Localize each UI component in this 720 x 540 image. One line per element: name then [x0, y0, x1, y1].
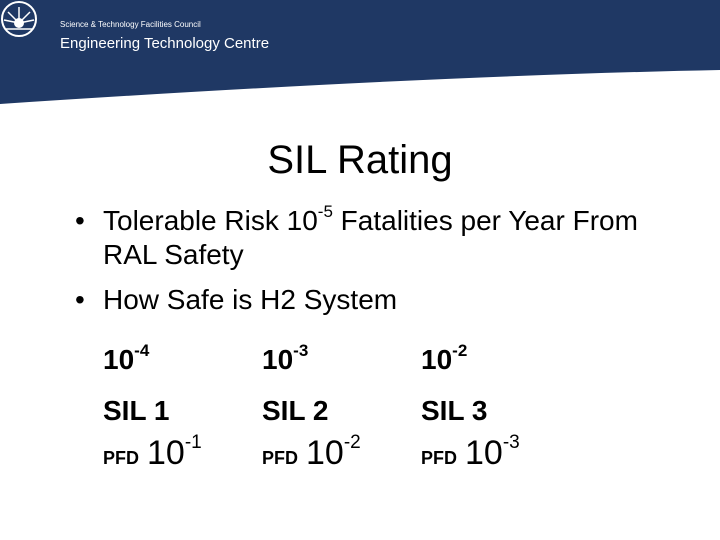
header-banner: Science & Technology Facilities Council …: [0, 0, 720, 110]
bullet-item-risk: • Tolerable Risk 10-5 Fatalities per Yea…: [75, 202, 695, 272]
pfd-base: 10: [465, 434, 503, 472]
pfd-3: PFD 10-3: [421, 432, 520, 473]
risk-exponent: -3: [293, 341, 309, 360]
slide-title: SIL Rating: [267, 138, 453, 182]
bullet-h2-text: How Safe is H2 System: [103, 284, 398, 315]
risk-exponent: -5: [317, 202, 333, 221]
banner-shape: [0, 0, 720, 104]
bullet-risk-text-tail: Fatalities per Year From RAL Safety: [103, 205, 638, 270]
organisation-name: Science & Technology Facilities Council: [60, 20, 201, 29]
bullet-symbol: •: [75, 284, 85, 315]
risk-level-1: 10-4: [103, 341, 150, 376]
pfd-exponent: -3: [502, 432, 520, 453]
risk-base: 10: [103, 344, 135, 375]
pfd-base: 10: [306, 434, 344, 472]
risk-base: 10: [421, 344, 453, 375]
sil-label-2: SIL 2: [262, 395, 329, 426]
pfd-1: PFD 10-1: [103, 432, 202, 473]
bullet-list: • Tolerable Risk 10-5 Fatalities per Yea…: [75, 202, 695, 328]
risk-level-2: 10-3: [262, 341, 309, 376]
pfd-base: 10: [147, 434, 185, 472]
risk-base: 10: [262, 344, 294, 375]
sunburst-logo-icon: [1, 1, 37, 37]
pfd-label: PFD: [421, 448, 457, 468]
pfd-2: PFD 10-2: [262, 432, 361, 473]
centre-name: Engineering Technology Centre: [60, 35, 270, 52]
pfd-label: PFD: [103, 448, 139, 468]
risk-exponent: -2: [452, 341, 468, 360]
sil-label-3: SIL 3: [421, 395, 488, 426]
bullet-symbol: •: [75, 205, 85, 236]
risk-level-3: 10-2: [421, 341, 468, 376]
bullet-item-h2: • How Safe is H2 System: [75, 283, 695, 317]
bullet-risk-text: Tolerable Risk 10: [103, 205, 318, 236]
sil-label-1: SIL 1: [103, 395, 170, 426]
pfd-label: PFD: [262, 448, 298, 468]
pfd-exponent: -2: [343, 432, 361, 453]
risk-exponent: -4: [134, 341, 150, 360]
pfd-exponent: -1: [184, 432, 202, 453]
